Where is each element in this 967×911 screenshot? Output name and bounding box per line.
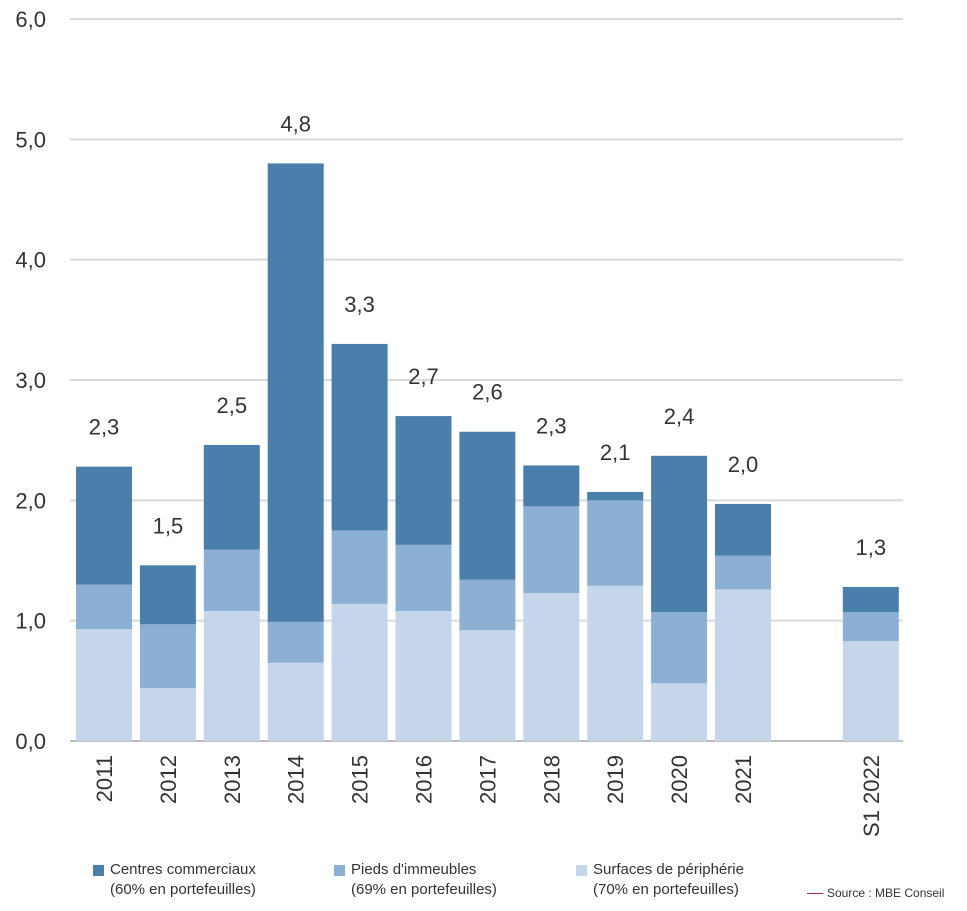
total-label: 2,6: [472, 380, 503, 405]
total-label: 3,3: [344, 292, 375, 317]
total-label: 2,1: [600, 440, 631, 465]
x-tick-label: 2020: [667, 755, 692, 804]
bar-segment: [459, 431, 516, 580]
bar-segment: [395, 416, 452, 545]
legend-label: Pieds d'immeubles: [351, 861, 477, 878]
bar-segment: [842, 586, 899, 613]
bars: [76, 163, 899, 741]
bar-segment: [523, 506, 580, 593]
bar-segment: [76, 629, 132, 741]
y-tick-label: 3,0: [15, 368, 46, 393]
bar-segment: [331, 530, 388, 604]
bar-segment: [139, 624, 196, 689]
bar-segment: [587, 491, 644, 501]
x-tick-label: 2017: [475, 755, 500, 804]
total-label: 2,0: [728, 452, 759, 477]
bar-segment: [651, 683, 708, 741]
x-tick-label: 2015: [348, 755, 373, 804]
total-label: 4,8: [280, 111, 311, 136]
x-tick-label: 2019: [603, 755, 628, 804]
y-axis: 0,0 1,0 2,0 3,0 4,0 5,0 6,0: [15, 7, 46, 754]
bar-segment: [139, 688, 196, 741]
bar-segment: [267, 621, 324, 663]
bar-segment: [76, 466, 132, 585]
bar-segment: [459, 630, 516, 741]
legend-swatch: [334, 865, 345, 876]
legend-label: Centres commerciaux: [110, 861, 256, 878]
x-tick-label: 2018: [539, 755, 564, 804]
total-label: 2,4: [664, 404, 695, 429]
bar-segment: [715, 589, 771, 741]
total-label: 2,7: [408, 364, 439, 389]
total-label: 2,3: [89, 415, 120, 440]
legend-swatch: [93, 865, 104, 876]
legend-label: Surfaces de périphérie: [593, 861, 744, 878]
x-tick-label: 2011: [92, 755, 117, 802]
bar-segment: [203, 611, 260, 741]
y-tick-label: 4,0: [15, 248, 46, 273]
bar-segment: [331, 603, 388, 741]
bar-segment: [715, 555, 771, 590]
legend-note: (60% en portefeuilles): [110, 881, 256, 898]
total-labels: 2,3 1,5 2,5 4,8 3,3 2,7 2,6 2,3 2,1 2,4 2,0 1,3: [89, 111, 886, 560]
bar-segment: [203, 444, 260, 550]
bar-segment: [523, 465, 580, 507]
bar-segment: [76, 584, 132, 630]
total-label: 2,5: [217, 393, 248, 418]
x-tick-label: 2021: [731, 755, 756, 804]
x-tick-label: 2013: [220, 755, 245, 804]
y-tick-label: 6,0: [15, 7, 46, 32]
y-tick-label: 5,0: [15, 127, 46, 152]
source-note: Source : MBE Conseil: [807, 886, 944, 900]
y-tick-label: 1,0: [15, 609, 46, 634]
source-line-icon: [807, 893, 823, 895]
bar-segment: [395, 611, 452, 741]
bar-segment: [331, 343, 388, 531]
bar-segment: [139, 565, 196, 625]
total-label: 2,3: [536, 413, 567, 438]
bar-segment: [842, 641, 899, 741]
x-tick-label: S1 2022: [859, 755, 884, 837]
bar-segment: [203, 549, 260, 612]
bar-segment: [587, 585, 644, 741]
bar-segment: [651, 455, 708, 613]
bar-segment: [267, 163, 324, 622]
legend-swatch: [576, 865, 587, 876]
x-tick-label: 2016: [412, 755, 437, 804]
bar-segment: [267, 662, 324, 741]
legend-item-surfaces-peripherie: Surfaces de périphérie (70% en portefeui…: [576, 860, 744, 900]
x-axis: 2011 2012 2013 2014 2015 2016 2017 2018 2019 2020…: [92, 755, 884, 837]
bar-segment: [651, 612, 708, 684]
total-label: 1,5: [153, 513, 184, 538]
bar-segment: [715, 503, 771, 556]
source-text: Source : MBE Conseil: [827, 886, 945, 900]
y-tick-label: 0,0: [15, 729, 46, 754]
bar-segment: [842, 612, 899, 642]
x-tick-label: 2012: [156, 755, 181, 804]
bar-segment: [459, 579, 516, 631]
bar-segment: [587, 500, 644, 586]
x-tick-label: 2014: [284, 755, 309, 804]
legend-note: (70% en portefeuilles): [593, 881, 739, 898]
legend-item-centres-commerciaux: Centres commerciaux (60% en portefeuille…: [93, 860, 256, 900]
legend-item-pieds-immeubles: Pieds d'immeubles (69% en portefeuilles): [334, 860, 497, 900]
bar-segment: [395, 544, 452, 612]
legend-note: (69% en portefeuilles): [351, 881, 497, 898]
total-label: 1,3: [856, 535, 887, 560]
bar-segment: [523, 592, 580, 741]
y-tick-label: 2,0: [15, 488, 46, 513]
